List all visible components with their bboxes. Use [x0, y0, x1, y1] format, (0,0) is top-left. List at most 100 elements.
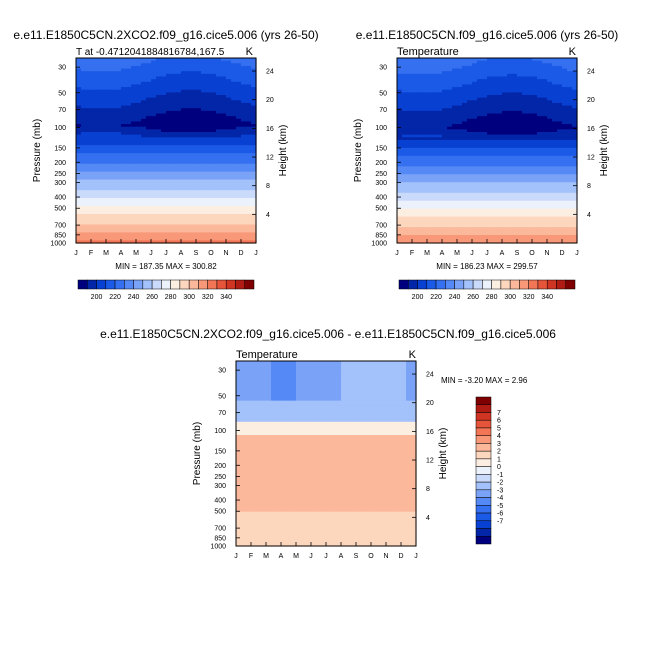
field-cell [221, 142, 227, 146]
field-cell [557, 124, 563, 128]
field-cell [116, 124, 122, 128]
field-cell [432, 174, 438, 178]
field-cell [527, 68, 533, 72]
field-cell [91, 224, 97, 228]
field-cell [572, 219, 578, 223]
field-cell [422, 73, 428, 78]
field-cell [512, 84, 518, 88]
field-cell [176, 235, 182, 239]
field-cell [472, 73, 478, 78]
field-cell [532, 203, 538, 207]
field-cell [241, 129, 247, 133]
field-cell [552, 102, 558, 107]
field-cell [572, 198, 578, 202]
field-cell [131, 171, 137, 175]
field-cell [487, 147, 493, 152]
field-cell [171, 84, 177, 88]
field-cell [241, 221, 247, 226]
field-cell [251, 224, 257, 228]
field-cell [407, 206, 413, 210]
field-cell [567, 211, 573, 215]
field-cell [567, 105, 573, 109]
field-cell [246, 163, 252, 167]
field-cell [447, 68, 453, 72]
field-cell [81, 116, 87, 120]
field-cell [236, 171, 242, 175]
field-cell [412, 113, 418, 117]
field-cell [437, 187, 443, 191]
field-cell [467, 129, 473, 133]
field-cell [397, 163, 403, 167]
field-cell [101, 200, 107, 204]
field-cell [216, 240, 222, 244]
field-cell [76, 200, 82, 204]
field-cell [86, 100, 92, 104]
field-cell [101, 235, 107, 239]
field-cell [402, 155, 408, 160]
field-cell [81, 161, 87, 165]
field-cell [447, 121, 453, 125]
field-cell [427, 184, 433, 189]
field-cell [557, 153, 563, 157]
field-cell [532, 137, 538, 141]
field-cell [246, 200, 252, 204]
field-cell [472, 211, 478, 215]
field-cell [512, 108, 518, 112]
field-cell [246, 232, 252, 236]
field-cell [447, 118, 453, 123]
field-cell [492, 73, 498, 78]
field-cell [522, 102, 528, 107]
field-cell [407, 169, 413, 173]
field-cell [512, 73, 518, 78]
field-cell [492, 161, 498, 165]
field-cell [482, 195, 488, 199]
field-cell [201, 142, 207, 146]
field-cell [166, 192, 172, 197]
field-cell [452, 58, 458, 62]
field-cell [542, 158, 548, 162]
field-cell [166, 68, 172, 72]
field-cell [81, 60, 87, 64]
field-cell [497, 195, 503, 199]
field-cell [542, 113, 548, 117]
field-cell [492, 227, 498, 231]
field-cell [226, 169, 232, 173]
field-cell [91, 126, 97, 130]
field-cell [552, 58, 558, 62]
field-cell [156, 213, 162, 218]
field-cell [176, 213, 182, 218]
field-cell [437, 121, 443, 125]
field-cell [517, 158, 523, 162]
field-cell [196, 58, 202, 62]
field-cell [477, 118, 483, 123]
field-cell [81, 235, 87, 239]
field-cell [161, 116, 167, 120]
field-cell [397, 137, 403, 141]
field-cell [76, 60, 82, 64]
field-cell [186, 58, 192, 62]
field-cell [397, 63, 403, 67]
field-cell [497, 100, 503, 104]
field-cell [171, 89, 177, 93]
field-cell [512, 192, 518, 197]
field-cell [467, 195, 473, 199]
field-cell [472, 150, 478, 154]
field-cell [186, 158, 192, 162]
field-cell [146, 97, 152, 101]
field-cell [126, 240, 132, 244]
field-cell [126, 87, 132, 91]
field-cell [452, 166, 458, 170]
field-cell [201, 221, 207, 226]
field-cell [412, 216, 418, 220]
field-cell [241, 60, 247, 64]
field-cell [141, 92, 147, 96]
field-cell [552, 100, 558, 104]
field-cell [111, 203, 117, 207]
field-cell [146, 155, 152, 160]
field-cell [216, 97, 222, 101]
field-cell [101, 139, 107, 144]
field-cell [181, 219, 187, 223]
field-cell [251, 198, 257, 202]
field-cell [211, 213, 217, 218]
field-cell [487, 97, 493, 101]
